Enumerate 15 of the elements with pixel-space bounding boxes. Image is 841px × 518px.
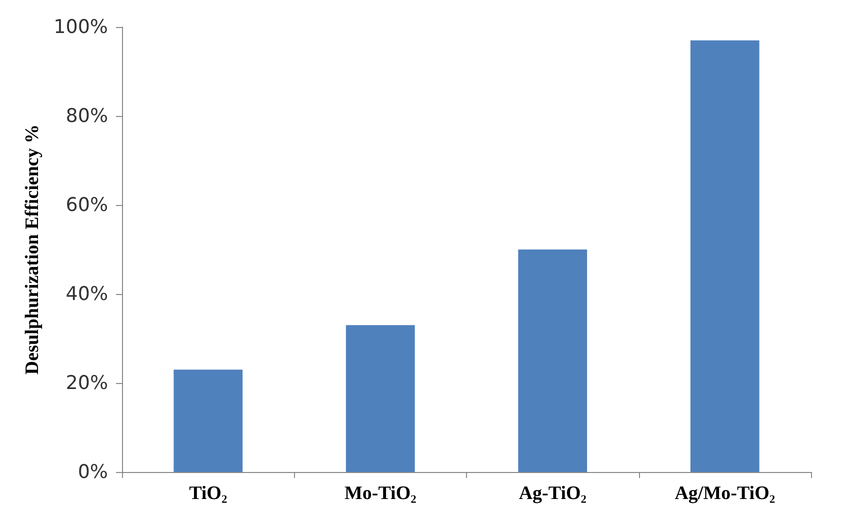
y-tick-label: 60% [66,194,108,216]
y-axis-title: Desulphurization Efficiency % [22,124,43,375]
x-tick-label: Ag-TiO₂ [518,483,587,504]
x-tick-label: TiO₂ [189,483,228,504]
y-tick-label: 20% [66,372,108,394]
bar [174,370,243,472]
bar [690,40,760,472]
x-tick-label: Mo-TiO₂ [344,483,417,504]
bar [518,250,588,472]
y-tick-label: 80% [66,105,108,127]
x-tick-label: Ag/Mo-TiO₂ [674,483,776,504]
y-tick-label: 100% [54,16,108,38]
y-tick-label: 0% [78,461,108,483]
bar [346,325,415,472]
y-tick-label: 40% [66,283,108,305]
